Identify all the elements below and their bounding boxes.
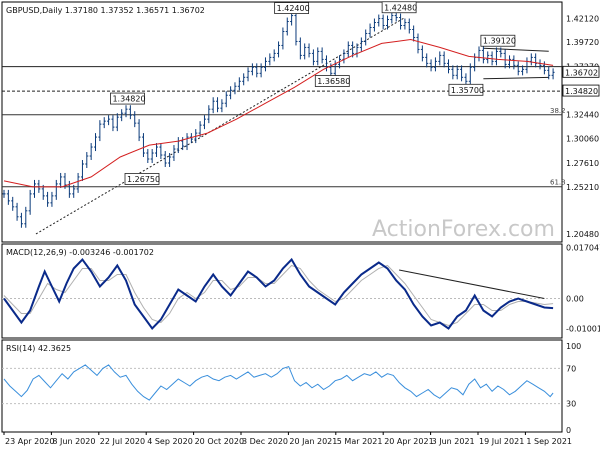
x-tick-label-1: 8 Jun 2020 — [52, 437, 95, 446]
watermark: ActionForex.com — [372, 217, 555, 242]
callout-label-4: 1.36580 — [317, 77, 350, 86]
callout-box-6 — [480, 34, 516, 47]
x-tick-label-2: 22 Jul 2020 — [100, 437, 145, 446]
rsi-tick-1: 70 — [566, 364, 576, 373]
x-tick-label-6: 20 Jan 2021 — [289, 437, 337, 446]
rsi-pane-title: RSI(14) 42.3625 — [6, 344, 71, 353]
x-tick-label-11: 1 Sep 2021 — [526, 437, 572, 446]
rsi-line — [3, 364, 554, 401]
callout-box-0 — [274, 2, 310, 14]
macd-tick-0: 0.017047 — [566, 243, 600, 252]
callout-box-5 — [448, 83, 484, 96]
price-tick-7: 1.20480 — [566, 230, 599, 239]
price-tick-6: 1.25210 — [566, 183, 599, 192]
x-tick-label-3: 4 Sep 2020 — [147, 437, 193, 446]
price-trendline-0 — [35, 17, 404, 235]
current-price-tag — [562, 65, 600, 78]
level-marker-tag — [562, 84, 600, 97]
callout-box-4 — [314, 75, 350, 87]
price-pane-frame — [1, 1, 563, 243]
macd-trendline — [399, 269, 545, 299]
callout-label-3: 1.26750 — [127, 175, 160, 184]
macd-tick-2: -0.010013 — [566, 325, 600, 334]
rsi-layer: 100 70 30 0 — [2, 342, 581, 435]
macd-layer: 0.017047 0.00 -0.010013 — [2, 243, 600, 334]
x-tick-label-0: 23 Apr 2020 — [5, 437, 54, 446]
x-tick-label-8: 20 Apr 2021 — [384, 437, 433, 446]
level-marker-label: 1.34820 — [565, 87, 598, 96]
rsi-tick-2: 30 — [566, 400, 576, 409]
x-tick-label-5: 3 Dec 2020 — [242, 437, 288, 446]
current-price-label: 1.36702 — [565, 68, 598, 77]
macd-pane-title: MACD(12,26,9) -0.003246 -0.001702 — [6, 248, 154, 257]
rsi-pane-frame — [1, 339, 563, 433]
fib-label-0: 38.2 — [550, 107, 566, 115]
callout-box-1 — [381, 1, 417, 14]
macd-signal-line — [3, 264, 554, 327]
callout-label-0: 1.42400 — [277, 4, 310, 13]
macd-line — [3, 257, 554, 331]
x-tick-label-4: 20 Oct 2020 — [195, 437, 244, 446]
macd-pane-frame — [1, 243, 563, 339]
price-tick-1: 1.39720 — [566, 38, 599, 47]
callout-label-2: 1.34820 — [112, 95, 145, 104]
callout-label-6: 1.39120 — [483, 37, 516, 46]
price-layer: 38.2 61.8 1.42400 1.42480 1.34820 1.26750 1.36… — [2, 1, 600, 239]
callout-box-2 — [110, 92, 145, 105]
price-trendline-2 — [483, 76, 549, 80]
price-trendline-1 — [483, 47, 549, 52]
price-tick-0: 1.42120 — [566, 14, 599, 23]
callout-label-1: 1.42480 — [384, 3, 417, 12]
moving-average-line — [3, 38, 554, 188]
callout-label-5: 1.35700 — [451, 86, 484, 95]
price-tick-5: 1.27610 — [566, 159, 599, 168]
rsi-tick-0: 100 — [566, 342, 581, 351]
price-tick-4: 1.30060 — [566, 134, 599, 143]
price-pane-title: GBPUSD,Daily 1.37180 1.37352 1.36571 1.3… — [6, 6, 205, 15]
price-tick-3: 1.32440 — [566, 110, 599, 119]
macd-tick-1: 0.00 — [566, 295, 584, 304]
callout-box-3 — [124, 173, 160, 185]
x-tick-label-10: 19 Jul 2021 — [479, 437, 524, 446]
x-tick-label-7: 5 Mar 2021 — [337, 437, 383, 446]
rsi-tick-3: 0 — [566, 426, 571, 435]
x-tick-label-9: 3 Jun 2021 — [432, 437, 475, 446]
fib-label-1: 61.8 — [550, 179, 566, 187]
